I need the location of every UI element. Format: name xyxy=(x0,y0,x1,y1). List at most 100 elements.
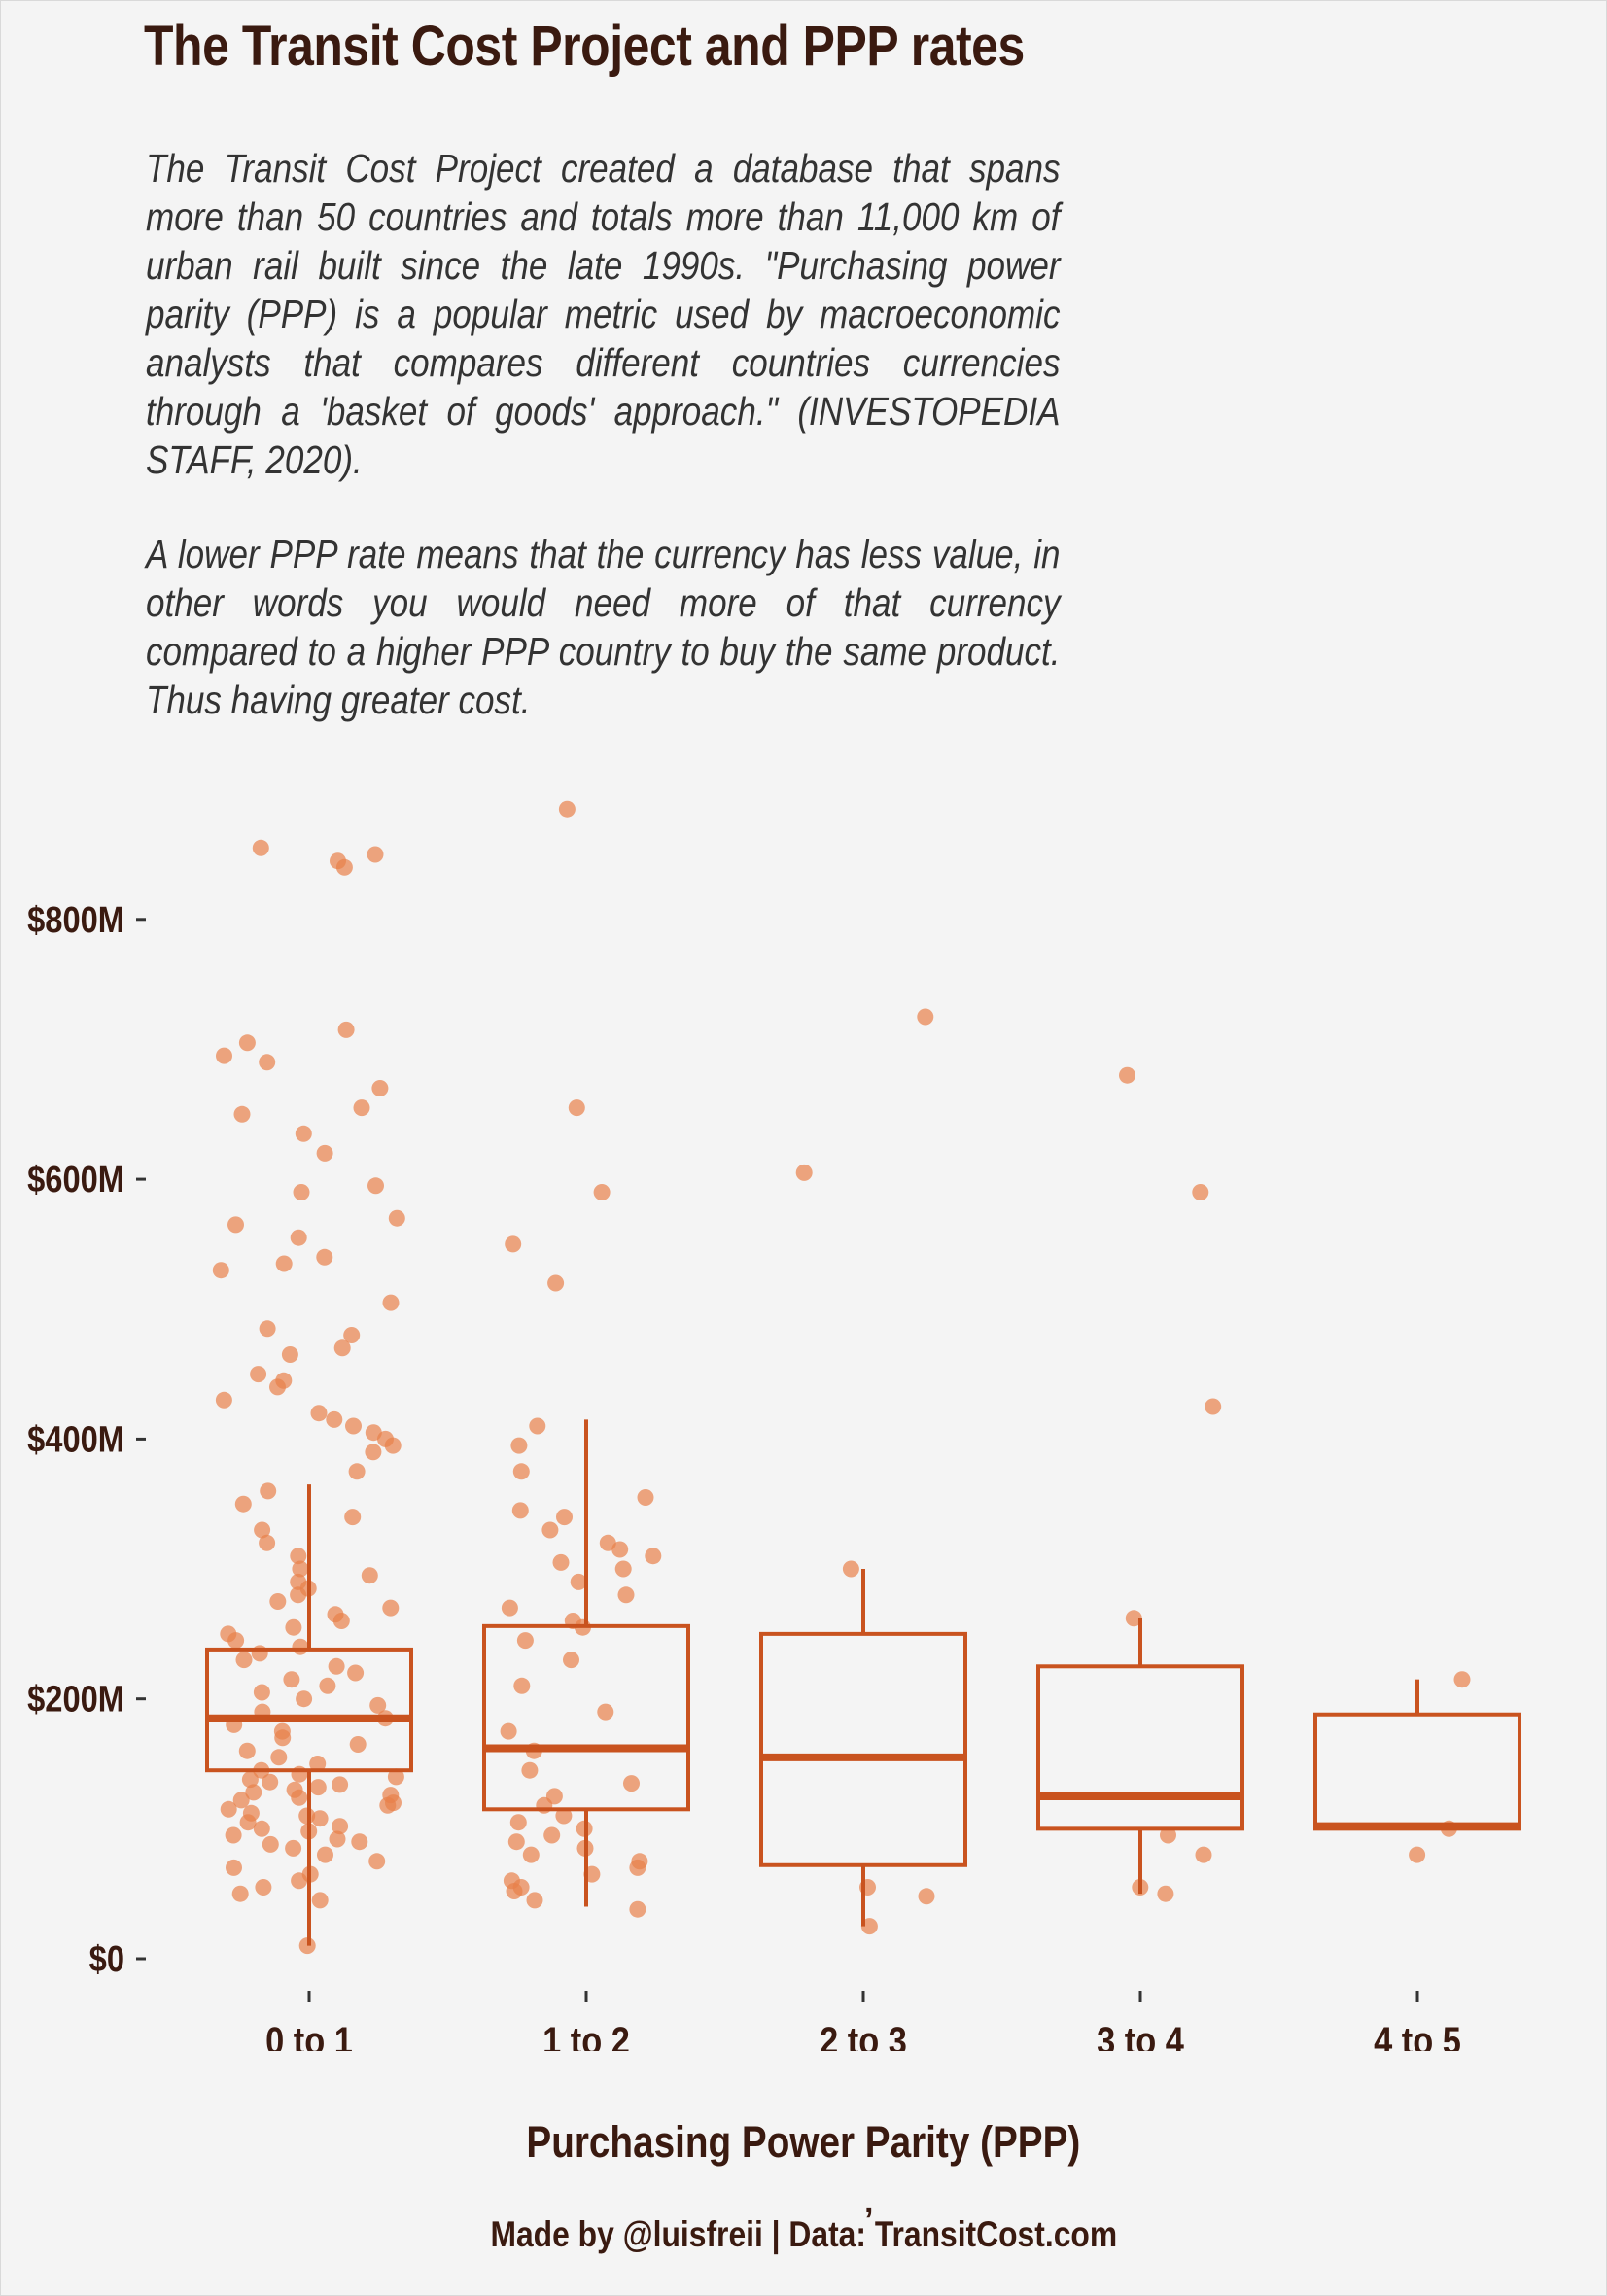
data-point xyxy=(1205,1398,1222,1415)
y-tick-label: $0 xyxy=(89,1938,124,1980)
data-point xyxy=(382,1294,400,1311)
data-point xyxy=(241,1771,259,1789)
data-point xyxy=(316,1144,333,1162)
data-point xyxy=(371,1080,389,1096)
data-point xyxy=(262,1835,279,1853)
data-point xyxy=(332,1776,349,1793)
data-point xyxy=(1160,1826,1176,1844)
x-tick-label: 2 to 3 xyxy=(820,2019,907,2051)
x-axis-title: Purchasing Power Parity (PPP) xyxy=(526,2117,1081,2167)
data-point xyxy=(269,1593,287,1610)
data-point xyxy=(599,1534,616,1551)
data-point xyxy=(614,1560,632,1578)
data-point xyxy=(298,1807,316,1825)
y-tick-label: $400M xyxy=(27,1418,124,1460)
data-point xyxy=(216,1047,232,1064)
x-axis: 0 to 1 1 to 2 2 to 3 3 to 4 4 to 5 xyxy=(265,1991,1461,2051)
data-point xyxy=(319,1677,336,1694)
data-point xyxy=(231,1885,249,1902)
boxplot-chart: $0 $200M $400M $600M $800M 0 to 1 1 to 2 2 to … xyxy=(27,800,1521,2051)
data-point xyxy=(382,1787,400,1804)
data-point xyxy=(311,1810,329,1827)
data-point xyxy=(345,1417,362,1435)
data-point xyxy=(349,1736,367,1753)
data-point xyxy=(253,1684,270,1701)
data-point xyxy=(220,1800,237,1818)
data-point xyxy=(555,1807,573,1825)
data-point xyxy=(255,1879,272,1896)
data-point xyxy=(795,1164,813,1181)
data-point xyxy=(597,1703,614,1721)
data-point xyxy=(367,1177,384,1195)
data-point xyxy=(512,1463,530,1480)
x-tick-label: 0 to 1 xyxy=(265,2019,353,2051)
data-point xyxy=(285,1839,302,1857)
data-point xyxy=(253,1820,270,1837)
data-point xyxy=(361,1567,378,1584)
data-point xyxy=(220,1625,237,1643)
subtitle-paragraph-2: A lower PPP rate means that the currency… xyxy=(146,532,1061,722)
data-point xyxy=(310,1405,328,1422)
data-point xyxy=(1453,1671,1471,1688)
data-point xyxy=(227,1216,244,1234)
data-point xyxy=(234,1495,252,1513)
caption-mark: , xyxy=(864,2183,874,2220)
data-point xyxy=(541,1521,559,1539)
data-point xyxy=(273,1722,291,1740)
data-point xyxy=(860,1918,878,1935)
data-point xyxy=(617,1586,635,1604)
data-point xyxy=(556,1509,573,1526)
data-point xyxy=(348,1463,366,1480)
data-point xyxy=(337,1021,355,1038)
data-point xyxy=(501,1599,518,1617)
data-point xyxy=(309,1756,327,1772)
data-point xyxy=(292,1638,309,1655)
data-point xyxy=(252,839,269,856)
data-point xyxy=(238,1742,256,1759)
data-point xyxy=(316,1248,333,1266)
data-point xyxy=(242,1804,260,1822)
data-point xyxy=(293,1184,310,1200)
data-point xyxy=(1125,1610,1142,1627)
data-point xyxy=(275,1372,293,1389)
data-point xyxy=(568,1099,585,1117)
data-point xyxy=(344,1509,362,1526)
data-point xyxy=(516,1632,534,1650)
data-point xyxy=(629,1900,646,1918)
data-point xyxy=(235,1652,253,1669)
data-point xyxy=(290,1548,307,1565)
data-point xyxy=(1409,1846,1426,1863)
data-point xyxy=(918,1888,935,1905)
data-point xyxy=(330,852,346,870)
box-1 xyxy=(205,1484,413,1946)
data-point xyxy=(509,1814,527,1831)
data-point xyxy=(225,1826,242,1844)
data-point xyxy=(1157,1885,1174,1902)
data-point xyxy=(232,1792,250,1809)
data-point xyxy=(215,1391,232,1409)
data-point xyxy=(611,1541,629,1558)
data-point xyxy=(333,1339,351,1357)
data-point xyxy=(505,1235,522,1253)
data-point xyxy=(290,1573,307,1590)
data-point xyxy=(292,1560,309,1578)
box-4 xyxy=(1036,1618,1244,1895)
iqr-box xyxy=(759,1631,967,1867)
data-point xyxy=(281,1346,298,1363)
data-point xyxy=(563,1652,579,1669)
data-point xyxy=(1119,1066,1135,1084)
data-point xyxy=(387,1768,404,1786)
data-point xyxy=(343,1327,361,1343)
data-point xyxy=(226,1859,242,1876)
box-layer xyxy=(205,1419,1521,1946)
data-point xyxy=(285,1618,302,1636)
data-point xyxy=(250,1366,267,1383)
data-point xyxy=(511,1502,529,1519)
data-point xyxy=(369,1696,387,1714)
data-point xyxy=(365,1444,382,1461)
iqr-box xyxy=(1313,1712,1521,1831)
iqr-box xyxy=(482,1623,690,1812)
data-point xyxy=(545,1788,563,1805)
box-5 xyxy=(1313,1679,1521,1831)
data-point xyxy=(842,1560,859,1578)
